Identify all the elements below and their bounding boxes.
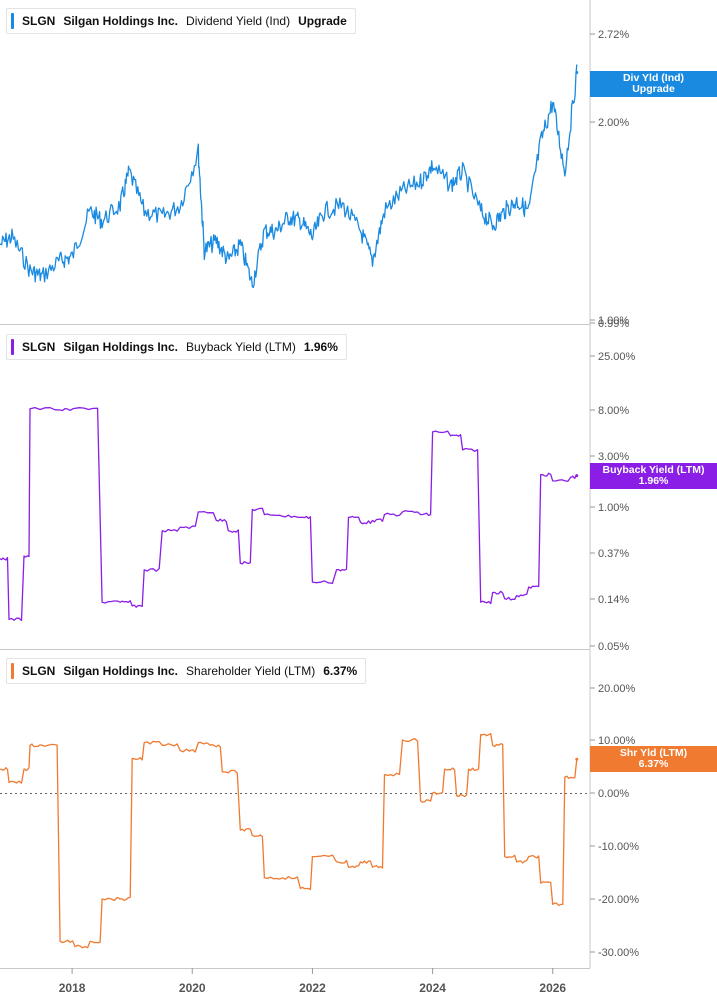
y-tick-label: 0.14% [598, 594, 629, 606]
x-tick-label: 2022 [299, 981, 326, 995]
y-tick-label: 10.00% [598, 735, 636, 747]
tag-label: Shr Yld (LTM) [619, 747, 688, 759]
series-line-0 [0, 64, 578, 289]
legend-swatch [11, 13, 14, 29]
legend-company: Silgan Holdings Inc. [63, 664, 179, 678]
y-tick-label: 20.00% [598, 683, 636, 695]
y-tick-label: 1.00% [598, 315, 629, 327]
y-tick-label: 3.00% [598, 451, 629, 463]
legend-dividend-yield[interactable]: SLGN Silgan Holdings Inc. Dividend Yield… [6, 8, 356, 34]
y-tick-label: 2.72% [598, 29, 629, 41]
legend-company: Silgan Holdings Inc. [63, 14, 179, 28]
legend-metric: Dividend Yield (Ind) [186, 14, 291, 28]
tag-label: Buyback Yield (LTM) [602, 464, 705, 476]
y-tick-label: 0.37% [598, 548, 629, 560]
tag-value: 6.37% [638, 758, 669, 770]
legend-swatch [11, 663, 14, 679]
y-tick-label: 8.00% [598, 405, 629, 417]
legend-buyback-yield[interactable]: SLGN Silgan Holdings Inc. Buyback Yield … [6, 334, 347, 360]
legend-value: 1.96% [303, 340, 338, 354]
series-line-2 [0, 732, 578, 949]
legend-metric: Shareholder Yield (LTM) [186, 664, 316, 678]
legend-ticker: SLGN [22, 664, 56, 678]
legend-metric: Buyback Yield (LTM) [186, 340, 296, 354]
x-tick-label: 2024 [419, 981, 446, 995]
legend-ticker: SLGN [22, 14, 56, 28]
price-tag-shareholder-yield: Shr Yld (LTM) 6.37% [590, 746, 717, 772]
y-tick-label: -20.00% [598, 894, 639, 906]
price-tag-buyback-yield: Buyback Yield (LTM) 1.96% [590, 463, 717, 489]
series-line-1 [0, 406, 577, 622]
y-tick-label: 1.00% [598, 502, 629, 514]
x-tick-label: 2018 [59, 981, 86, 995]
legend-ticker: SLGN [22, 340, 56, 354]
y-tick-label: 25.00% [598, 351, 636, 363]
tag-label: Div Yld (Ind) [622, 72, 685, 84]
tag-value: Upgrade [632, 83, 675, 95]
y-tick-label: 2.00% [598, 117, 629, 129]
legend-swatch [11, 339, 14, 355]
x-tick-label: 2020 [179, 981, 206, 995]
series-last-point-1 [575, 474, 579, 478]
legend-company: Silgan Holdings Inc. [63, 340, 179, 354]
legend-value[interactable]: Upgrade [298, 14, 347, 28]
x-tick-label: 2026 [539, 981, 566, 995]
y-tick-label: 0.05% [598, 641, 629, 653]
series-last-point-2 [575, 757, 579, 761]
legend-shareholder-yield[interactable]: SLGN Silgan Holdings Inc. Shareholder Yi… [6, 658, 367, 684]
y-tick-label: -10.00% [598, 841, 639, 853]
legend-value: 6.37% [323, 664, 358, 678]
price-tag-dividend-yield: Div Yld (Ind) Upgrade [590, 71, 717, 97]
y-tick-label: 0.99% [598, 318, 629, 330]
y-tick-label: -30.00% [598, 947, 639, 959]
y-tick-label: 0.00% [598, 788, 629, 800]
tag-value: 1.96% [638, 475, 669, 487]
series-last-point-0 [575, 71, 579, 74]
